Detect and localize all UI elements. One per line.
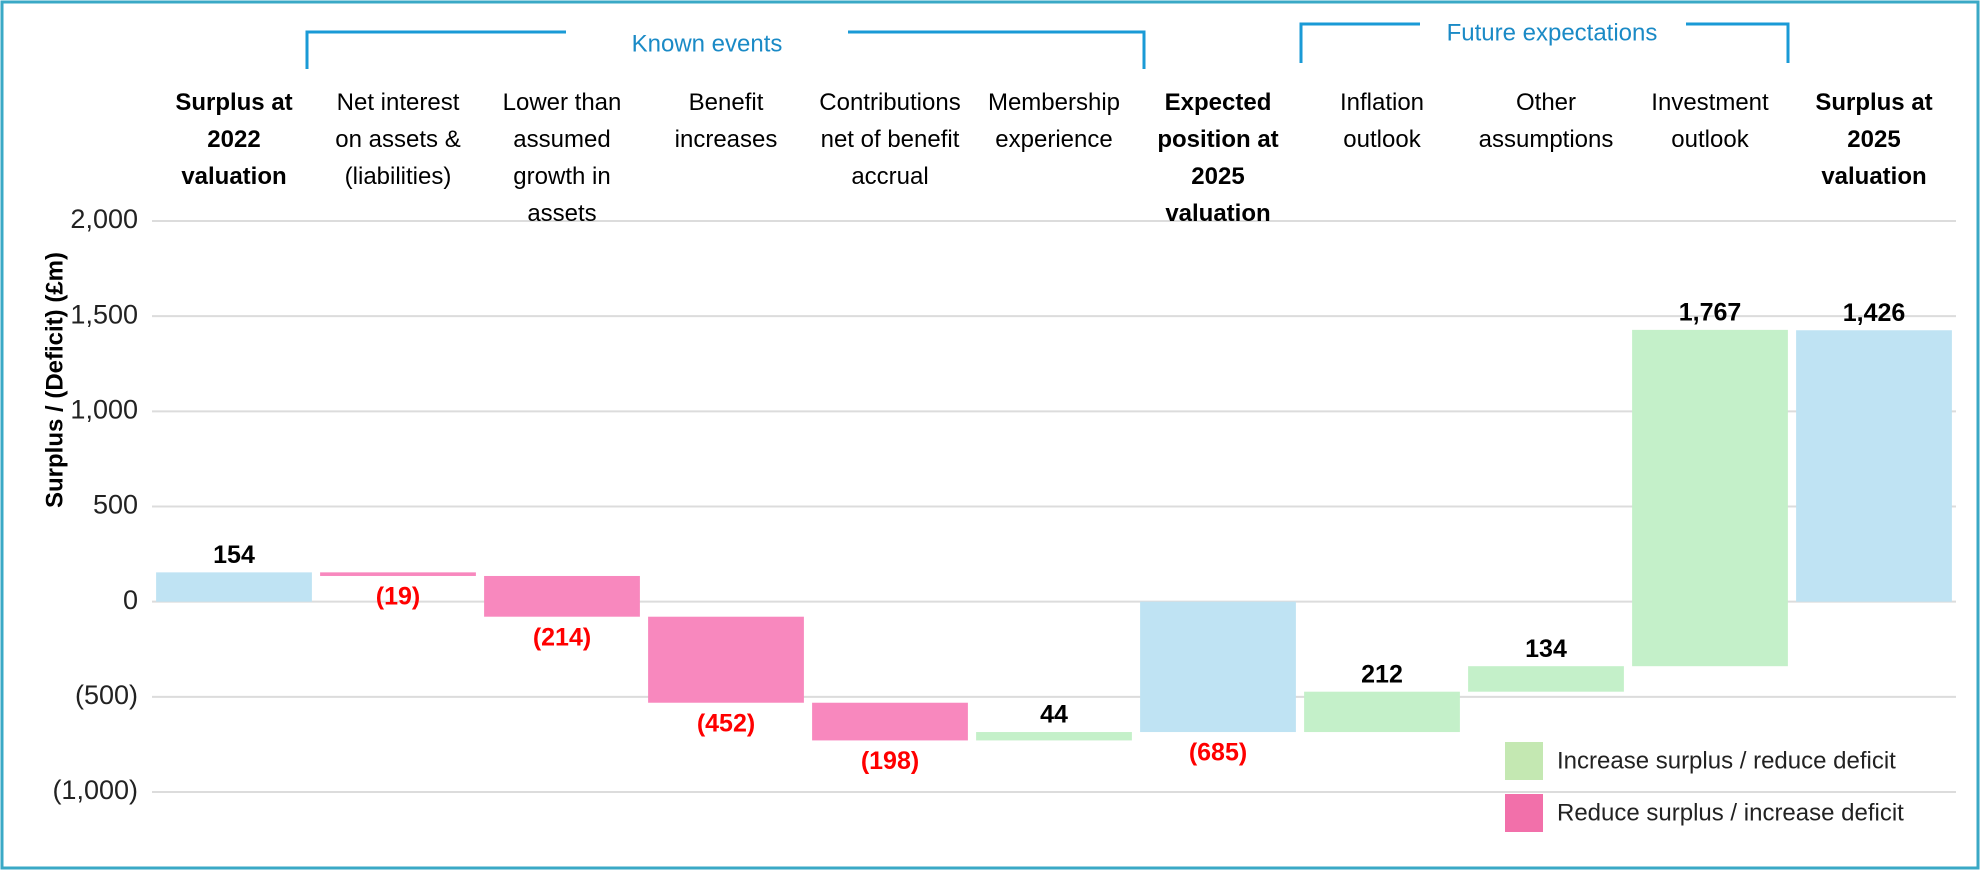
- y-tick-label: 2,000: [70, 204, 138, 234]
- data-label: 1,767: [1679, 298, 1742, 326]
- data-label: 134: [1525, 635, 1567, 663]
- data-label: (214): [533, 623, 591, 651]
- data-label: (685): [1189, 739, 1247, 767]
- category-label: Membership experience: [987, 89, 1121, 153]
- y-tick-label: (500): [75, 680, 138, 710]
- data-label: 1,426: [1843, 299, 1906, 327]
- data-label: (19): [376, 583, 420, 611]
- category-label: Other assumptions: [1478, 89, 1614, 153]
- y-tick-label: 500: [93, 490, 138, 520]
- y-tick-label: 1,000: [70, 394, 138, 424]
- bar: [320, 572, 476, 576]
- y-tick-label: 0: [123, 585, 138, 615]
- category-label: Benefit increases: [674, 89, 778, 153]
- data-label: (198): [861, 747, 919, 775]
- bar: [1468, 666, 1624, 692]
- group-bracket: [1299, 22, 1790, 63]
- bar: [812, 702, 968, 741]
- category-label: Lower than assumed growth in assets: [502, 89, 622, 227]
- y-tick-label: 1,500: [70, 299, 138, 329]
- legend-label: Increase surplus / reduce deficit: [1557, 747, 1896, 774]
- bar: [1796, 330, 1952, 602]
- group-bracket: [305, 30, 1146, 69]
- bar: [976, 732, 1132, 741]
- bar: [1632, 329, 1788, 667]
- category-label: Contributions net of benefit accrual: [819, 89, 961, 190]
- category-label: Expected position at 2025 valuation: [1157, 89, 1279, 227]
- bar: [484, 575, 640, 617]
- y-axis-title: Surplus / (Deficit) (£m): [41, 252, 68, 508]
- category-label: Surplus at 2022 valuation: [175, 89, 293, 190]
- bar: [1304, 691, 1460, 733]
- bar: [648, 616, 804, 703]
- category-label: Net interest on assets & (liabilities): [335, 89, 461, 190]
- data-label: 44: [1040, 701, 1068, 729]
- legend-label: Reduce surplus / increase deficit: [1557, 799, 1904, 826]
- bar: [156, 572, 312, 602]
- group-label: Known events: [632, 30, 783, 57]
- category-label: Surplus at 2025 valuation: [1815, 89, 1933, 190]
- y-tick-label: (1,000): [52, 775, 138, 805]
- category-label: Investment outlook: [1651, 89, 1769, 153]
- legend-swatch: [1505, 794, 1543, 832]
- group-label: Future expectations: [1447, 19, 1658, 46]
- legend-swatch: [1505, 742, 1543, 780]
- data-label: (452): [697, 709, 755, 737]
- data-label: 154: [213, 541, 255, 569]
- bar: [1140, 601, 1296, 733]
- data-label: 212: [1361, 660, 1403, 688]
- category-label: Inflation outlook: [1339, 89, 1425, 153]
